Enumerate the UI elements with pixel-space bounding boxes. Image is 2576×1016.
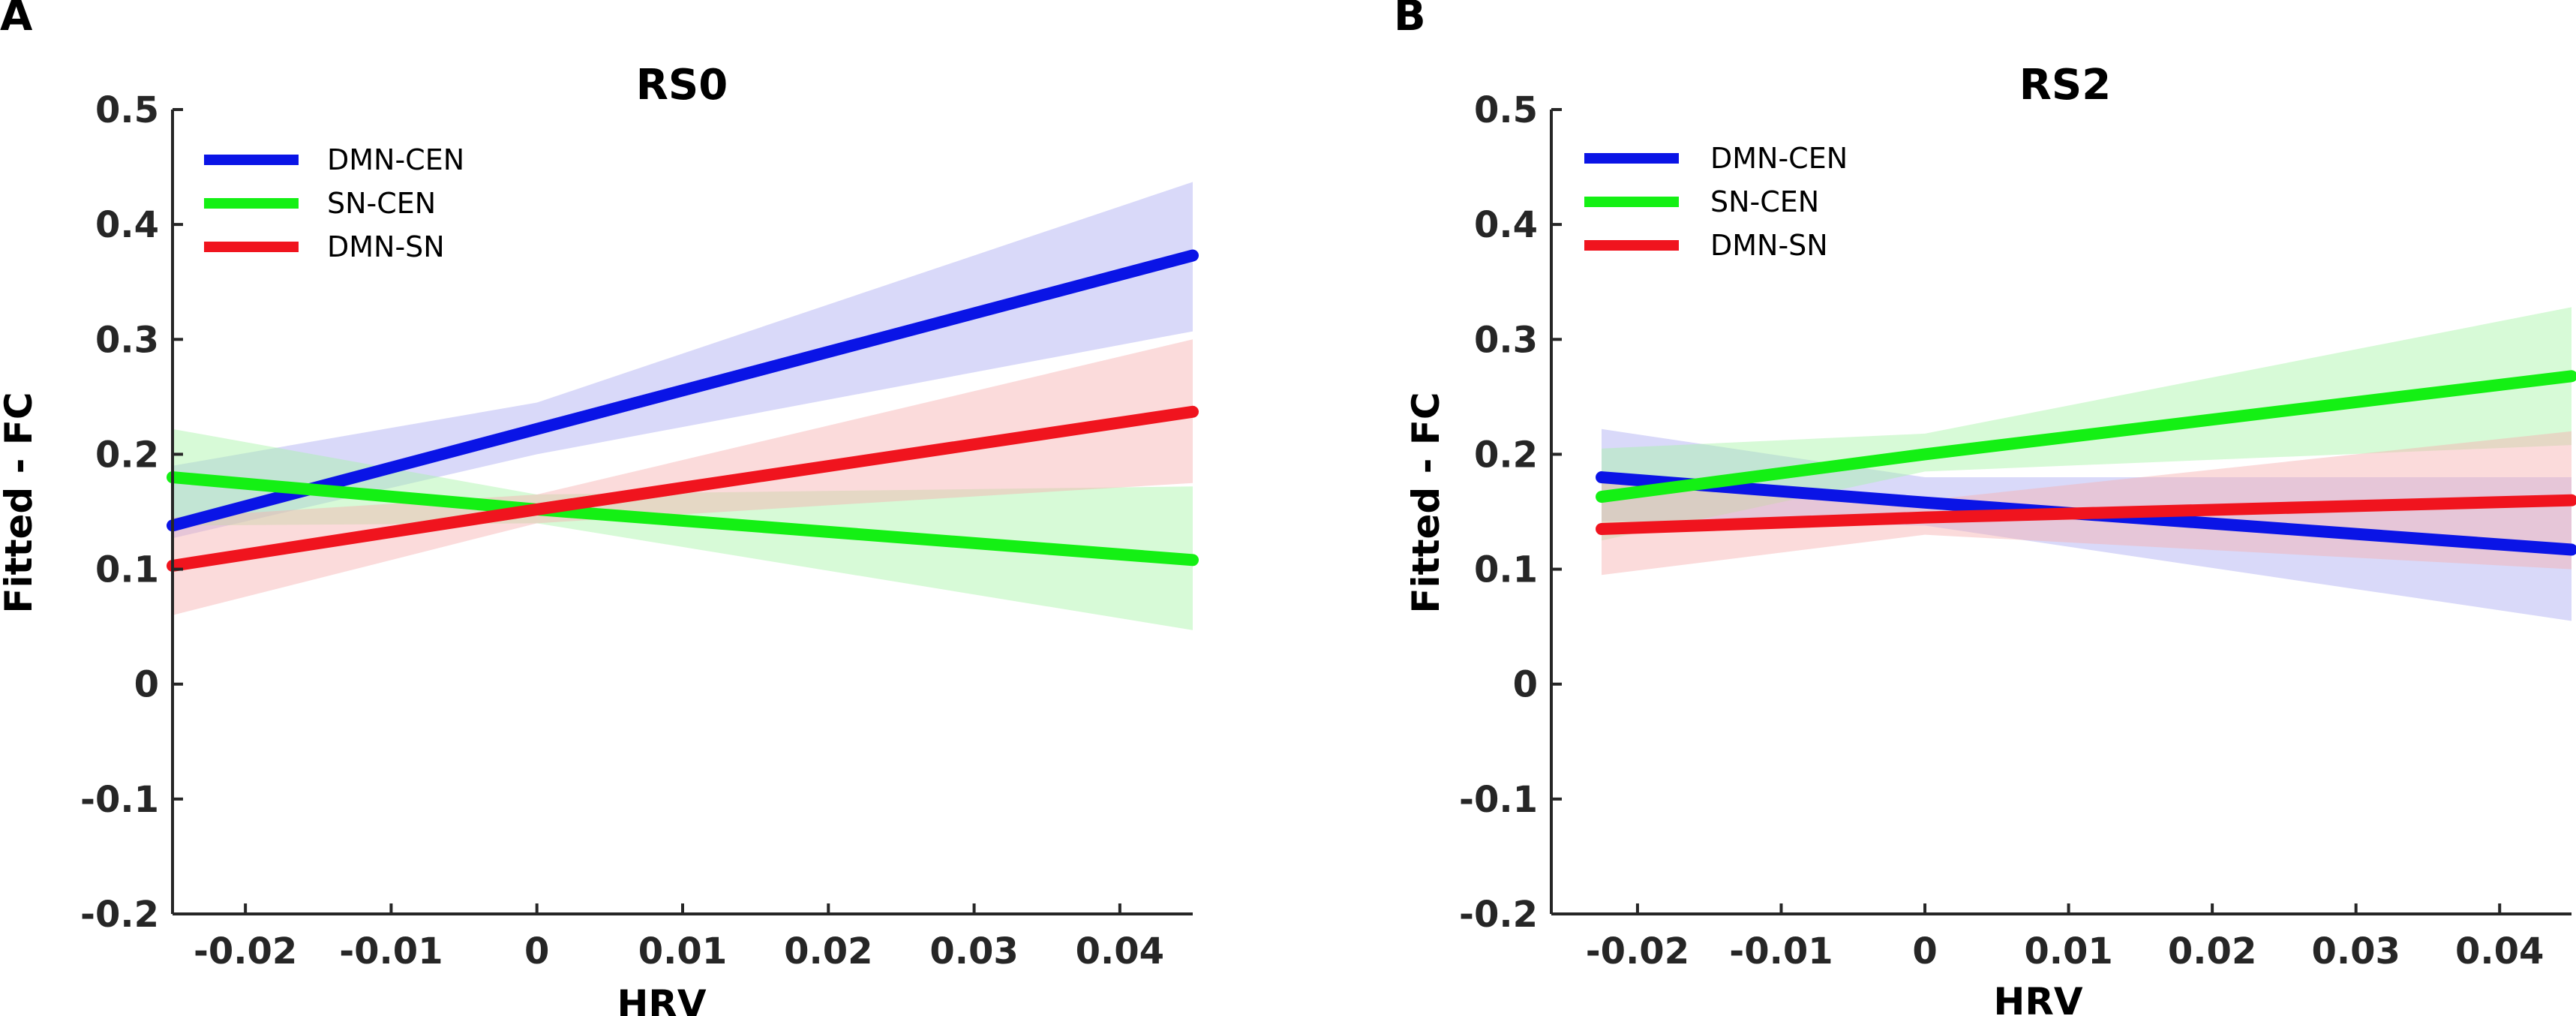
ci-band-dmn-cen: [1602, 428, 2571, 621]
x-tick-label: 0: [1912, 930, 1937, 972]
legend: DMN-CEN SN-CEN DMN-SN: [204, 143, 464, 263]
x-axis-label: HRV: [617, 982, 706, 1016]
y-tick-label: 0: [134, 664, 159, 706]
x-tick-label: 0: [524, 930, 549, 972]
series-line-sn-cen: [1596, 370, 2576, 503]
y-tick-label: 0.3: [95, 319, 159, 361]
legend-label-dmn-sn: DMN-SN: [1710, 229, 1828, 262]
ci-band-dmn-cen: [173, 182, 1193, 539]
y-tick-label: 0.3: [1474, 319, 1538, 361]
y-tick-label: 0.5: [95, 89, 159, 131]
panel-label: B: [1394, 0, 1426, 41]
x-tick-label: 0.01: [2024, 930, 2112, 972]
y-tick-label: 0.1: [1474, 549, 1538, 591]
legend-label-sn-cen: SN-CEN: [1710, 185, 1819, 218]
confidence-bands: [1602, 307, 2571, 621]
x-tick-label: 0.02: [784, 930, 872, 972]
y-tick-label: -0.2: [1459, 894, 1538, 936]
y-tick-label: 0.4: [95, 204, 159, 246]
panel-a: A RS0 -0.2 -0.1 0 0.1 0.2 0.3 0.4 0.5 -0.02 -0.01…: [0, 0, 1199, 1016]
x-tick-label: -0.01: [339, 930, 443, 972]
panel-label: A: [0, 0, 33, 41]
series-line-dmn-sn: [167, 405, 1199, 572]
chart-title: RS0: [636, 61, 728, 110]
legend-label-sn-cen: SN-CEN: [327, 187, 436, 220]
axes: -0.2 -0.1 0 0.1 0.2 0.3 0.4 0.5 -0.02 -0.01 0 0.01 0…: [80, 89, 1193, 972]
y-tick-label: 0.4: [1474, 204, 1538, 246]
x-tick-label: -0.02: [1586, 930, 1689, 972]
y-tick-label: 0.2: [95, 434, 159, 476]
ci-band-sn-cen: [173, 428, 1193, 630]
y-tick-label: 0: [1513, 664, 1538, 706]
panel-b: B RS2 -0.2 -0.1 0 0.1 0.2 0.3 0.4 0.5 -0.02 -0.01…: [1394, 0, 2576, 1016]
series-line-dmn-sn: [1596, 494, 2576, 535]
y-axis-label: Fitted - FC: [1404, 392, 1448, 613]
x-tick-label: 0.01: [638, 930, 727, 972]
x-tick-label: 0.04: [2455, 930, 2544, 972]
y-tick-label: 0.1: [95, 549, 159, 591]
legend-label-dmn-sn: DMN-SN: [327, 230, 445, 263]
legend: DMN-CEN SN-CEN DMN-SN: [1584, 142, 1848, 262]
legend-label-dmn-cen: DMN-CEN: [327, 143, 464, 176]
x-tick-label: 0.04: [1076, 930, 1164, 972]
y-axis-label: Fitted - FC: [0, 392, 41, 613]
x-tick-label: -0.01: [1729, 930, 1833, 972]
x-tick-label: 0.03: [929, 930, 1018, 972]
ci-band-dmn-sn: [1602, 431, 2571, 576]
axes: -0.2 -0.1 0 0.1 0.2 0.3 0.4 0.5 -0.02 -0.01 0 0.01 0…: [1459, 89, 2571, 972]
confidence-bands: [173, 182, 1193, 630]
y-tick-label: -0.1: [80, 779, 159, 821]
legend-label-dmn-cen: DMN-CEN: [1710, 142, 1848, 175]
x-tick-label: 0.02: [2168, 930, 2256, 972]
x-tick-label: -0.02: [194, 930, 297, 972]
fit-lines: [167, 249, 1199, 572]
ci-band-dmn-sn: [173, 339, 1193, 615]
fit-lines: [1596, 370, 2576, 556]
ci-band-sn-cen: [1602, 307, 2571, 541]
chart-title: RS2: [2019, 61, 2111, 110]
y-tick-label: -0.2: [80, 894, 159, 936]
y-tick-label: 0.2: [1474, 434, 1538, 476]
y-tick-label: 0.5: [1474, 89, 1538, 131]
x-axis-label: HRV: [1993, 980, 2082, 1016]
x-tick-label: 0.03: [2311, 930, 2400, 972]
y-tick-label: -0.1: [1459, 779, 1538, 821]
